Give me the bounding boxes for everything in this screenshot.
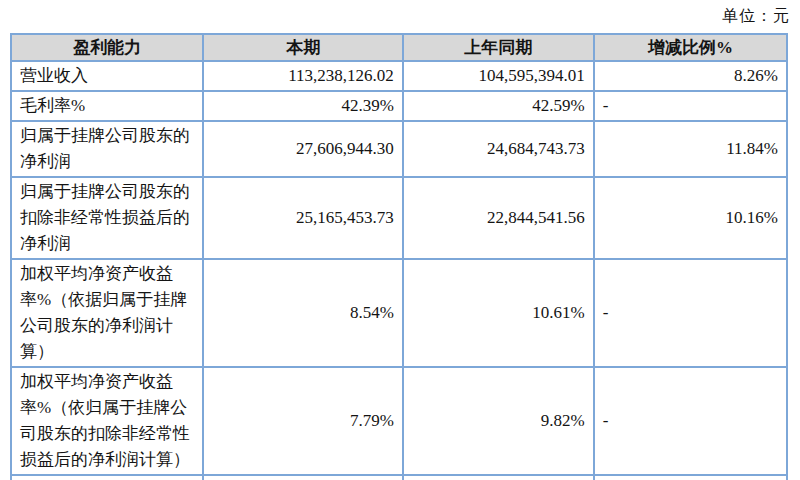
table-row-weighted-avg-roe-excl-nonrecurring: 加权平均净资产收益 率%（依归属于挂牌公 司股东的扣除非经常性 损益后的净利润计…	[11, 367, 787, 475]
change-value: -	[594, 259, 787, 367]
table-row-basic-eps: 基本每股收益 0.18 0.17 4.84%	[11, 475, 787, 480]
header-metric: 盈利能力	[11, 34, 203, 61]
current-value: 7.79%	[203, 367, 402, 475]
change-value: 4.84%	[594, 475, 787, 480]
row-label: 归属于挂牌公司股东的 扣除非经常性损益后的 净利润	[11, 177, 203, 259]
change-value: 11.84%	[594, 121, 787, 177]
current-value: 113,238,126.02	[203, 61, 402, 91]
table-row-gross-margin: 毛利率% 42.39% 42.59% -	[11, 91, 787, 121]
current-value: 0.18	[203, 475, 402, 480]
current-value: 42.39%	[203, 91, 402, 121]
header-change-ratio: 增减比例%	[594, 34, 787, 61]
row-label: 毛利率%	[11, 91, 203, 121]
row-label: 归属于挂牌公司股东的 净利润	[11, 121, 203, 177]
prior-value: 0.17	[403, 475, 594, 480]
table-row-net-profit: 归属于挂牌公司股东的 净利润 27,606,944.30 24,684,743.…	[11, 121, 787, 177]
prior-value: 104,595,394.01	[403, 61, 594, 91]
table-header-row: 盈利能力 本期 上年同期 增减比例%	[11, 34, 787, 61]
current-value: 25,165,453.73	[203, 177, 402, 259]
prior-value: 24,684,743.73	[403, 121, 594, 177]
row-label: 营业收入	[11, 61, 203, 91]
change-value: 10.16%	[594, 177, 787, 259]
row-label: 基本每股收益	[11, 475, 203, 480]
row-label: 加权平均净资产收益 率%（依归属于挂牌公 司股东的扣除非经常性 损益后的净利润计…	[11, 367, 203, 475]
change-value: -	[594, 91, 787, 121]
current-value: 27,606,944.30	[203, 121, 402, 177]
table-row-operating-revenue: 营业收入 113,238,126.02 104,595,394.01 8.26%	[11, 61, 787, 91]
unit-label: 单位：元	[722, 6, 790, 27]
table-row-weighted-avg-roe: 加权平均净资产收益 率%（依据归属于挂牌 公司股东的净利润计 算） 8.54% …	[11, 259, 787, 367]
prior-value: 22,844,541.56	[403, 177, 594, 259]
profitability-table: 盈利能力 本期 上年同期 增减比例% 营业收入 113,238,126.02 1…	[10, 33, 788, 480]
table-row-net-profit-excl-nonrecurring: 归属于挂牌公司股东的 扣除非经常性损益后的 净利润 25,165,453.73 …	[11, 177, 787, 259]
header-current-period: 本期	[203, 34, 402, 61]
header-prior-period: 上年同期	[403, 34, 594, 61]
change-value: 8.26%	[594, 61, 787, 91]
row-label: 加权平均净资产收益 率%（依据归属于挂牌 公司股东的净利润计 算）	[11, 259, 203, 367]
prior-value: 10.61%	[403, 259, 594, 367]
current-value: 8.54%	[203, 259, 402, 367]
prior-value: 9.82%	[403, 367, 594, 475]
change-value: -	[594, 367, 787, 475]
prior-value: 42.59%	[403, 91, 594, 121]
